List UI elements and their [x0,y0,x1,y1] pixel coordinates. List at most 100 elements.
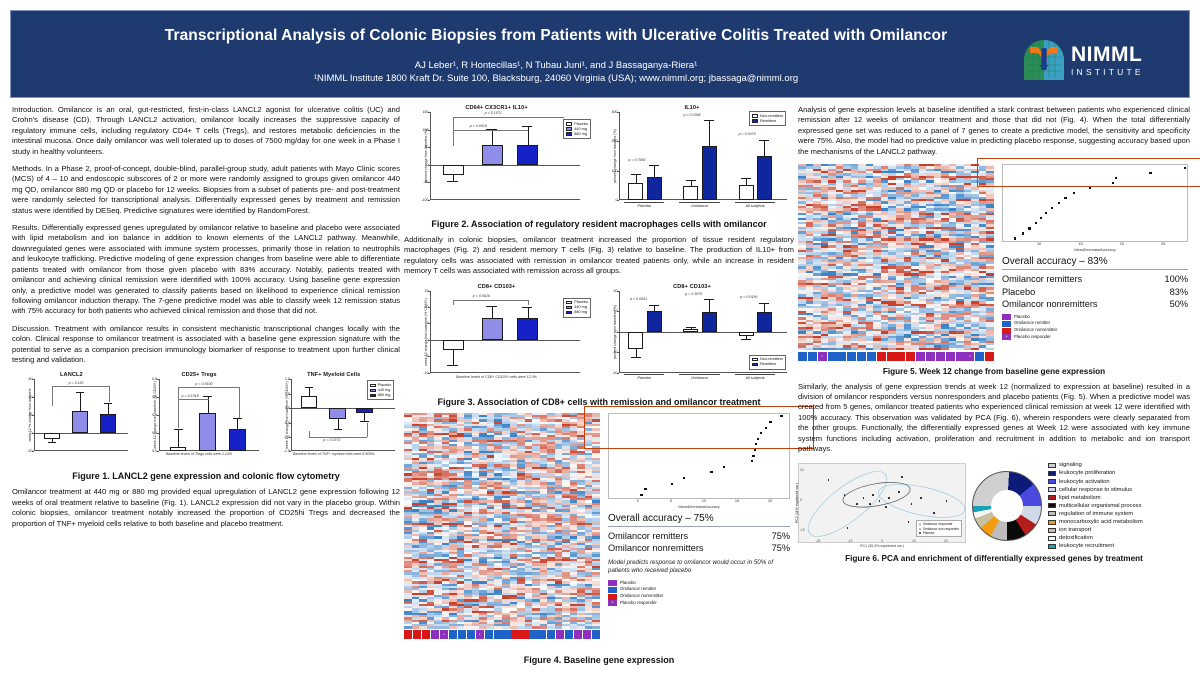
heatmap-cell [873,345,881,348]
heatmap-cell [502,491,510,494]
heatmap-cell [971,270,979,274]
heatmap-cell [835,305,844,309]
heatmap-cell [494,498,502,501]
heatmap-cell [880,319,889,323]
heatmap-cell [941,338,949,341]
heatmap-cell [828,164,836,167]
heatmap-cell [471,491,480,494]
methods-paragraph: Methods. In a Phase 2, proof-of-concept,… [12,164,400,215]
heatmap-cell [948,233,957,237]
heatmap-cell [873,164,881,167]
heatmap-cell [813,189,821,192]
heatmap-cell [494,466,502,469]
heatmap-cell [971,343,979,346]
fig6-pca-plot[interactable]: Omilancor responder Omilancor non-respon… [795,463,966,544]
heatmap-cell [798,264,806,267]
heatmap-cell [562,516,570,519]
heatmap-cell [896,275,904,278]
heatmap-cell [911,268,919,271]
heatmap-cell [577,588,585,591]
fig1b-pvalue-1: p = 0.1018 [181,393,199,398]
heatmap-cell [584,538,593,541]
heatmap-cell [509,610,518,613]
heatmap-cell [486,419,495,422]
heatmap-cell [441,549,450,553]
heatmap-cell [479,500,487,503]
heatmap-cell [419,457,427,460]
heatmap-cell [554,473,563,476]
figure-2: CD64+ CX3CR1+ IL10+ 150 100 50 0 -50 -10… [404,105,794,229]
heatmap-cell [517,626,525,629]
heatmap-cell [449,495,457,499]
heatmap-cell [494,608,502,611]
heatmap-cell [524,534,533,537]
heatmap-cell [486,554,495,557]
pca-point [910,503,913,505]
heatmap-cell [471,473,480,476]
heatmap-cell [502,525,510,528]
heatmap-cell [592,536,600,539]
heatmap-cell [584,459,593,463]
heatmap-cell [502,516,510,519]
heatmap-cell [486,493,495,496]
heatmap-cell [562,579,570,582]
legend-swatch [1048,519,1056,525]
heatmap-cell [941,175,949,178]
fig2b-pvalue-3: p = 0.0476 [738,132,756,137]
heatmap-cell [554,558,563,562]
legend-label-nonremitters: Non-remitters [760,113,783,118]
heatmap-cell [896,166,904,169]
heatmap-cell [569,421,578,424]
heatmap-cell [419,527,427,530]
heatmap-cell [805,326,814,330]
heatmap-cell [539,450,548,454]
heatmap-cell [426,531,435,535]
heatmap-cell [471,414,480,418]
heatmap-cell [419,597,427,600]
heatmap-cell [971,217,979,220]
heatmap-cell [449,439,457,442]
heatmap-cell [873,310,881,313]
heatmap-cell [813,229,821,232]
heatmap-cell [896,333,904,337]
heatmap-cell [948,296,957,299]
heatmap-cell [547,626,555,629]
heatmap-cell [798,215,806,218]
heatmap-cell [805,336,814,339]
fig4-row-value-1: 75% [771,530,790,541]
heatmap-cell [911,298,919,302]
heatmap-cell [517,590,525,593]
heatmap-cell [569,558,578,562]
heatmap-cell [873,229,881,232]
heatmap-cell [554,552,563,555]
heatmap-cell [584,484,593,487]
heatmap-cell [963,345,972,348]
heatmap-cell [441,615,450,618]
heatmap-cell [569,498,578,501]
fig4-importance-plot[interactable] [583,406,815,499]
heatmap-cell [577,430,585,433]
heatmap-cell [426,444,435,447]
heatmap-cell [986,217,994,220]
heatmap-cell [524,590,533,593]
importance-point [1111,181,1114,184]
heatmap-cell [873,250,881,253]
heatmap-cell [554,482,563,485]
heatmap-cell [577,491,585,494]
heatmap-cell [562,549,570,553]
heatmap-cell [933,282,942,285]
heatmap-cell [584,522,593,526]
heatmap-cell [820,208,829,211]
heatmap-cell [971,196,979,199]
heatmap-cell [404,619,412,622]
heatmap-cell [577,531,585,535]
heatmap-cell [948,275,957,278]
heatmap-cell [532,581,540,584]
heatmap-cell [850,268,859,271]
heatmap-cell [554,518,563,521]
heatmap-cell [798,219,806,223]
fig5-importance-plot[interactable] [977,158,1200,243]
heatmap-cell [419,466,427,469]
heatmap-cell [554,432,563,436]
heatmap-cell [547,565,555,568]
